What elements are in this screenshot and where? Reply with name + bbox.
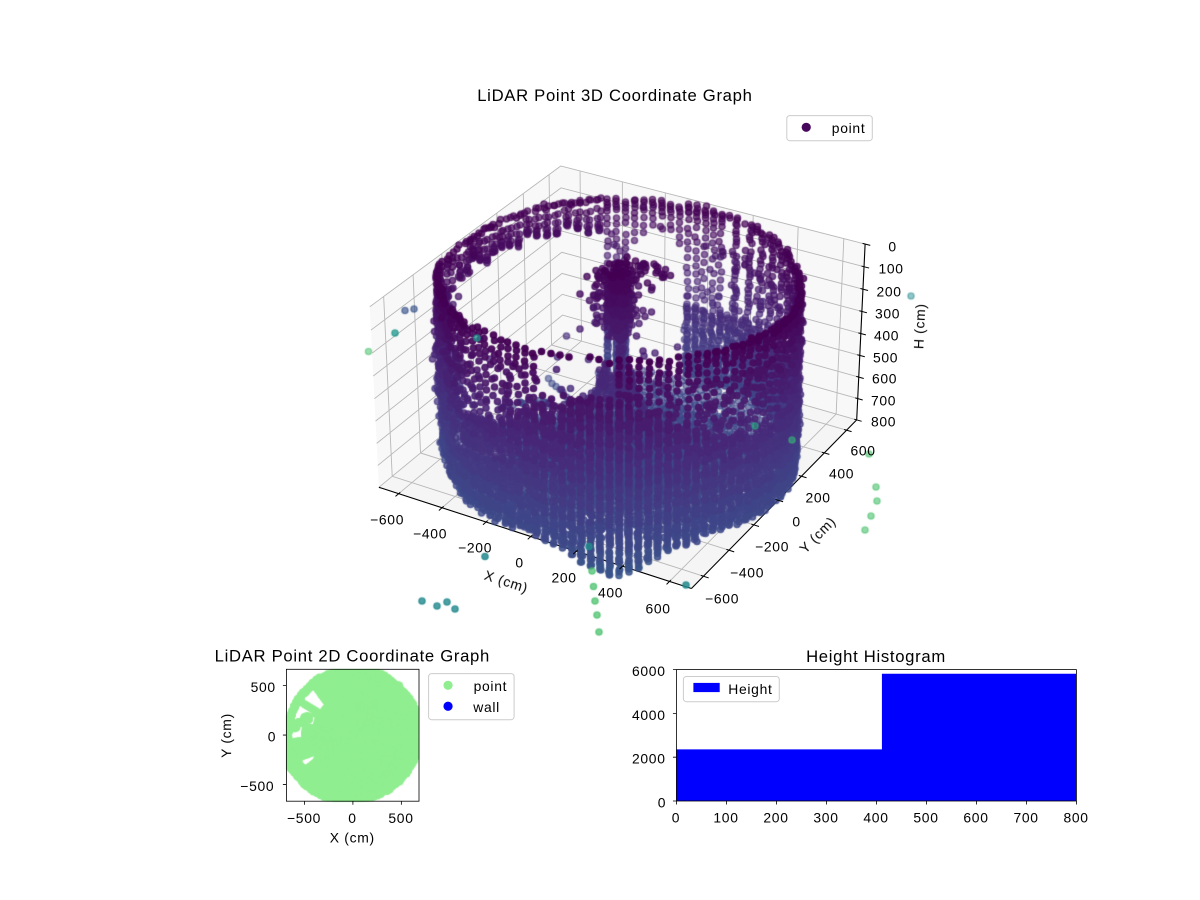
svg-text:point: point (474, 678, 508, 694)
svg-text:400: 400 (874, 328, 899, 344)
svg-text:400: 400 (863, 810, 888, 826)
svg-text:200: 200 (805, 490, 830, 506)
svg-text:300: 300 (875, 306, 900, 322)
svg-text:0: 0 (888, 239, 896, 255)
svg-text:400: 400 (829, 466, 854, 482)
svg-text:500: 500 (873, 350, 898, 366)
svg-text:6000: 6000 (632, 663, 666, 679)
svg-text:200: 200 (551, 570, 576, 586)
svg-text:X (cm): X (cm) (483, 567, 531, 596)
svg-text:LiDAR Point 2D Coordinate Grap: LiDAR Point 2D Coordinate Graph (215, 647, 490, 666)
svg-text:200: 200 (876, 284, 901, 300)
svg-text:700: 700 (1013, 810, 1038, 826)
svg-text:0: 0 (268, 729, 276, 745)
svg-text:−400: −400 (730, 565, 764, 581)
svg-text:500: 500 (251, 679, 276, 695)
svg-text:Height Histogram: Height Histogram (806, 647, 946, 666)
svg-text:100: 100 (878, 261, 903, 277)
svg-text:500: 500 (913, 810, 938, 826)
svg-text:−600: −600 (705, 591, 739, 607)
svg-text:200: 200 (763, 810, 788, 826)
svg-text:−200: −200 (755, 539, 789, 555)
svg-text:800: 800 (871, 414, 896, 430)
svg-text:Y (cm): Y (cm) (218, 713, 234, 758)
svg-text:2000: 2000 (632, 751, 666, 767)
svg-text:0: 0 (515, 555, 523, 571)
svg-text:600: 600 (645, 601, 670, 617)
svg-text:500: 500 (388, 810, 413, 826)
svg-text:400: 400 (598, 585, 623, 601)
svg-text:−600: −600 (370, 512, 404, 528)
svg-text:0: 0 (672, 810, 680, 826)
svg-text:4000: 4000 (632, 707, 666, 723)
svg-text:600: 600 (850, 443, 875, 459)
svg-text:X (cm): X (cm) (330, 830, 375, 846)
svg-text:Y (cm): Y (cm) (796, 513, 839, 556)
svg-text:300: 300 (813, 810, 838, 826)
svg-text:700: 700 (871, 393, 896, 409)
svg-text:600: 600 (963, 810, 988, 826)
svg-text:−500: −500 (287, 810, 321, 826)
svg-text:0: 0 (792, 514, 800, 530)
svg-text:−400: −400 (413, 526, 447, 542)
svg-text:−500: −500 (240, 778, 274, 794)
svg-text:0: 0 (658, 795, 666, 811)
svg-text:0: 0 (348, 810, 356, 826)
svg-text:100: 100 (713, 810, 738, 826)
svg-text:−200: −200 (458, 540, 492, 556)
svg-text:H (cm): H (cm) (911, 303, 929, 350)
svg-text:wall: wall (472, 699, 500, 715)
svg-text:600: 600 (872, 371, 897, 387)
svg-text:LiDAR Point 3D Coordinate Grap: LiDAR Point 3D Coordinate Graph (477, 86, 752, 105)
svg-text:800: 800 (1063, 810, 1088, 826)
